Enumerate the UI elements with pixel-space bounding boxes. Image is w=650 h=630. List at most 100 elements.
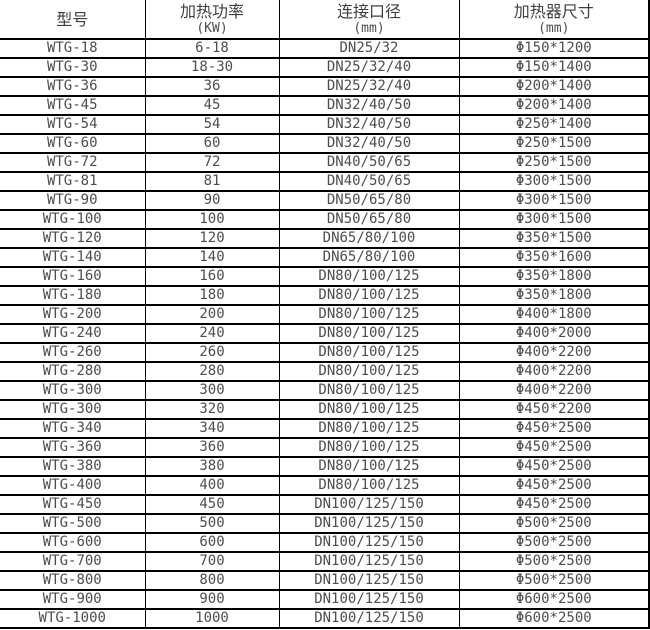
model-cell: WTG-120 [0, 228, 146, 249]
power-cell: 60 [144, 133, 280, 154]
table-row: WTG-160 160 DN80/100/125 Φ350*1800 [0, 266, 650, 287]
table-row: WTG-90 90 DN50/65/80 Φ300*1500 [0, 190, 650, 211]
size-cell: Φ400*1800 [458, 304, 650, 325]
diameter-cell: DN32/40/50 [278, 95, 460, 116]
model-cell: WTG-360 [0, 437, 146, 458]
diameter-cell: DN80/100/125 [278, 342, 460, 363]
model-cell: WTG-100 [0, 209, 146, 230]
col-header-model-title: 型号 [56, 9, 89, 29]
power-cell: 340 [144, 418, 280, 439]
model-cell: WTG-600 [0, 532, 146, 553]
col-header-power: 加热功率 (KW) [144, 0, 280, 40]
power-cell: 45 [144, 95, 280, 116]
power-cell: 81 [144, 171, 280, 192]
table-row: WTG-500 500 DN100/125/150 Φ500*2500 [0, 513, 650, 534]
diameter-cell: DN80/100/125 [278, 285, 460, 306]
table-row: WTG-54 54 DN32/40/50 Φ250*1400 [0, 114, 650, 135]
model-cell: WTG-72 [0, 152, 146, 173]
power-cell: 450 [144, 494, 280, 515]
table-row: WTG-120 120 DN65/80/100 Φ350*1500 [0, 228, 650, 249]
col-header-power-title: 加热功率 [179, 2, 244, 21]
size-cell: Φ400*2200 [458, 361, 650, 382]
power-cell: 260 [144, 342, 280, 363]
model-cell: WTG-280 [0, 361, 146, 382]
diameter-cell: DN80/100/125 [278, 266, 460, 287]
table-row: WTG-100 100 DN50/65/80 Φ300*1500 [0, 209, 650, 230]
model-cell: WTG-380 [0, 456, 146, 477]
power-cell: 90 [144, 190, 280, 211]
table-row: WTG-240 240 DN80/100/125 Φ400*2000 [0, 323, 650, 344]
diameter-cell: DN50/65/80 [278, 190, 460, 211]
model-cell: WTG-1000 [0, 608, 146, 629]
model-cell: WTG-90 [0, 190, 146, 211]
power-cell: 300 [144, 380, 280, 401]
size-cell: Φ250*1500 [458, 133, 650, 154]
model-cell: WTG-400 [0, 475, 146, 496]
size-cell: Φ450*2200 [458, 399, 650, 420]
table-row: WTG-30 18-30 DN25/32/40 Φ150*1400 [0, 57, 650, 78]
power-cell: 6-18 [144, 38, 280, 59]
diameter-cell: DN100/125/150 [278, 570, 460, 591]
diameter-cell: DN80/100/125 [278, 361, 460, 382]
table-row: WTG-200 200 DN80/100/125 Φ400*1800 [0, 304, 650, 325]
model-cell: WTG-200 [0, 304, 146, 325]
size-cell: Φ150*1200 [458, 38, 650, 59]
table-row: WTG-45 45 DN32/40/50 Φ200*1400 [0, 95, 650, 116]
model-cell: WTG-340 [0, 418, 146, 439]
diameter-cell: DN100/125/150 [278, 551, 460, 572]
diameter-cell: DN80/100/125 [278, 456, 460, 477]
size-cell: Φ150*1400 [458, 57, 650, 78]
table-row: WTG-900 900 DN100/125/150 Φ600*2500 [0, 589, 650, 610]
table-row: WTG-72 72 DN40/50/65 Φ250*1500 [0, 152, 650, 173]
size-cell: Φ350*1800 [458, 285, 650, 306]
size-cell: Φ450*2500 [458, 494, 650, 515]
size-cell: Φ250*1400 [458, 114, 650, 135]
model-cell: WTG-450 [0, 494, 146, 515]
model-cell: WTG-900 [0, 589, 146, 610]
diameter-cell: DN80/100/125 [278, 399, 460, 420]
diameter-cell: DN80/100/125 [278, 304, 460, 325]
size-cell: Φ450*2500 [458, 456, 650, 477]
size-cell: Φ300*1500 [458, 190, 650, 211]
header-row: 型号 加热功率 (KW) 连接口径 (mm) 加热器尺寸 (mm) [0, 0, 650, 40]
power-cell: 36 [144, 76, 280, 97]
col-header-diameter-title: 连接口径 [336, 2, 401, 21]
col-header-diameter-unit: (mm) [353, 21, 385, 36]
power-cell: 160 [144, 266, 280, 287]
table-row: WTG-300 300 DN80/100/125 Φ400*2200 [0, 380, 650, 401]
size-cell: Φ600*2500 [458, 608, 650, 629]
diameter-cell: DN100/125/150 [278, 513, 460, 534]
diameter-cell: DN65/80/100 [278, 228, 460, 249]
table-row: WTG-400 400 DN80/100/125 Φ450*2500 [0, 475, 650, 496]
power-cell: 1000 [144, 608, 280, 629]
power-cell: 72 [144, 152, 280, 173]
model-cell: WTG-81 [0, 171, 146, 192]
table-row: WTG-700 700 DN100/125/150 Φ500*2500 [0, 551, 650, 572]
diameter-cell: DN32/40/50 [278, 133, 460, 154]
diameter-cell: DN25/32 [278, 38, 460, 59]
power-cell: 500 [144, 513, 280, 534]
model-cell: WTG-240 [0, 323, 146, 344]
model-cell: WTG-700 [0, 551, 146, 572]
col-header-size-unit: (mm) [538, 21, 570, 36]
diameter-cell: DN80/100/125 [278, 418, 460, 439]
model-cell: WTG-300 [0, 399, 146, 420]
power-cell: 180 [144, 285, 280, 306]
table-row: WTG-1000 1000 DN100/125/150 Φ600*2500 [0, 608, 650, 629]
power-cell: 320 [144, 399, 280, 420]
diameter-cell: DN50/65/80 [278, 209, 460, 230]
model-cell: WTG-140 [0, 247, 146, 268]
power-cell: 140 [144, 247, 280, 268]
power-cell: 240 [144, 323, 280, 344]
table-row: WTG-280 280 DN80/100/125 Φ400*2200 [0, 361, 650, 382]
size-cell: Φ350*1600 [458, 247, 650, 268]
table-row: WTG-300 320 DN80/100/125 Φ450*2200 [0, 399, 650, 420]
power-cell: 120 [144, 228, 280, 249]
model-cell: WTG-36 [0, 76, 146, 97]
size-cell: Φ500*2500 [458, 532, 650, 553]
model-cell: WTG-500 [0, 513, 146, 534]
table-row: WTG-360 360 DN80/100/125 Φ450*2500 [0, 437, 650, 458]
model-cell: WTG-54 [0, 114, 146, 135]
table-row: WTG-600 600 DN100/125/150 Φ500*2500 [0, 532, 650, 553]
size-cell: Φ350*1800 [458, 266, 650, 287]
